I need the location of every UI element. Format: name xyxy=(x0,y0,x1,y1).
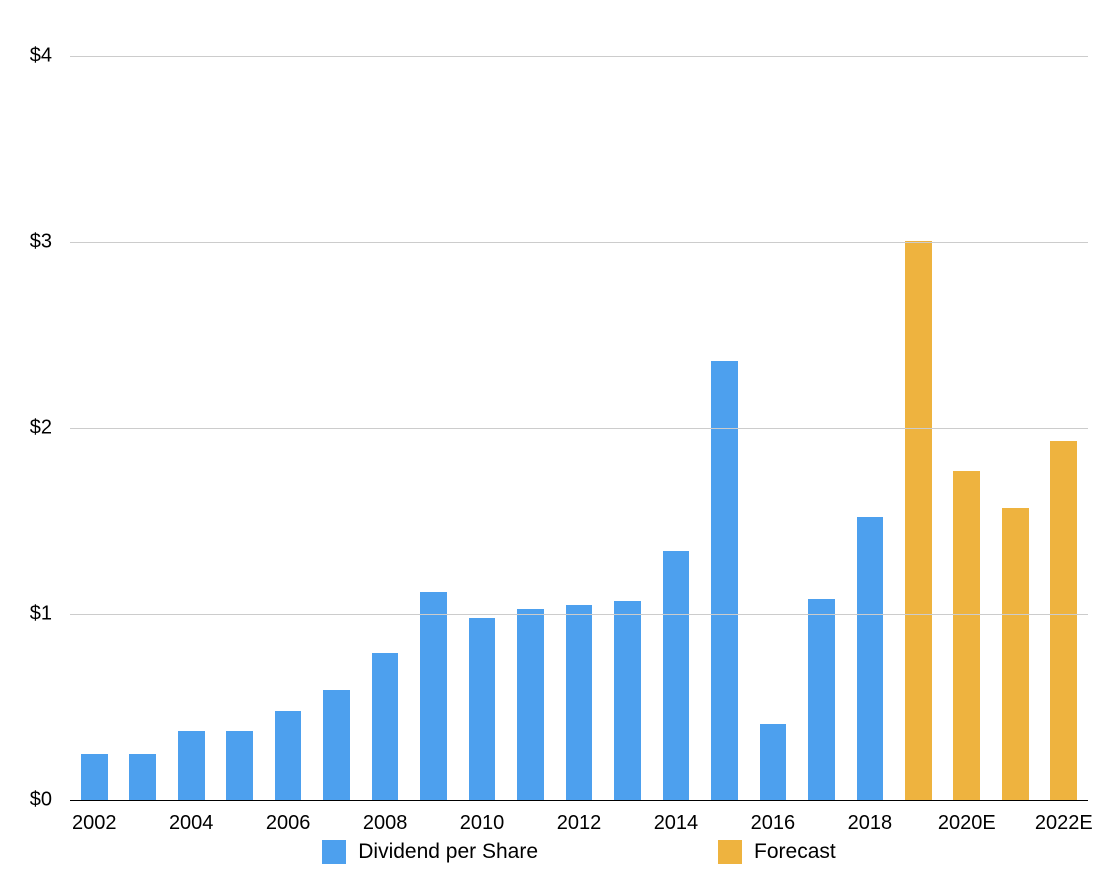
bar xyxy=(178,731,205,800)
x-tick-label: 2014 xyxy=(654,800,699,835)
bar xyxy=(469,618,496,800)
y-tick-label: $1 xyxy=(30,603,70,626)
legend-item: Dividend per Share xyxy=(322,840,538,864)
bar xyxy=(760,724,787,800)
x-tick-label: 2004 xyxy=(169,800,214,835)
y-tick-label: $4 xyxy=(30,45,70,68)
y-tick-label: $3 xyxy=(30,231,70,254)
gridline xyxy=(70,56,1088,57)
x-tick-label: 2016 xyxy=(751,800,796,835)
legend-swatch xyxy=(718,840,742,864)
x-tick-label: 2012 xyxy=(557,800,602,835)
legend-swatch xyxy=(322,840,346,864)
x-tick-label: 2020E xyxy=(938,800,996,835)
x-tick-label: 2008 xyxy=(363,800,408,835)
bar xyxy=(953,471,980,800)
y-tick-label: $0 xyxy=(30,789,70,812)
bar xyxy=(275,711,302,800)
bar xyxy=(857,517,884,800)
bars-layer xyxy=(70,10,1088,800)
plot-area: $0$1$2$3$4200220042006200820102012201420… xyxy=(70,10,1088,800)
bar xyxy=(614,601,641,800)
bar xyxy=(1002,508,1029,800)
bar xyxy=(323,690,350,800)
bar xyxy=(81,754,108,800)
bar xyxy=(129,754,156,800)
legend: Dividend per Share Forecast xyxy=(70,840,1088,864)
x-tick-label: 2018 xyxy=(848,800,893,835)
bar xyxy=(808,599,835,800)
bar xyxy=(711,361,738,800)
bar xyxy=(420,592,447,800)
bar xyxy=(905,241,932,801)
bar xyxy=(1050,441,1077,800)
bar xyxy=(517,609,544,800)
bar xyxy=(566,605,593,800)
x-tick-label: 2002 xyxy=(72,800,117,835)
x-tick-label: 2010 xyxy=(460,800,505,835)
gridline xyxy=(70,614,1088,615)
gridline xyxy=(70,428,1088,429)
x-tick-label: 2006 xyxy=(266,800,311,835)
bar xyxy=(372,653,399,800)
legend-label: Forecast xyxy=(754,840,836,864)
y-tick-label: $2 xyxy=(30,417,70,440)
legend-label: Dividend per Share xyxy=(358,840,538,864)
x-tick-label: 2022E xyxy=(1035,800,1093,835)
gridline xyxy=(70,242,1088,243)
bar xyxy=(663,551,690,800)
bar xyxy=(226,731,253,800)
bar-chart: $0 $1 $2 $3 $4 2002 2004 2006 2008 2010 2012 2014 20… xyxy=(0,0,1100,886)
legend-item: Forecast xyxy=(718,840,836,864)
